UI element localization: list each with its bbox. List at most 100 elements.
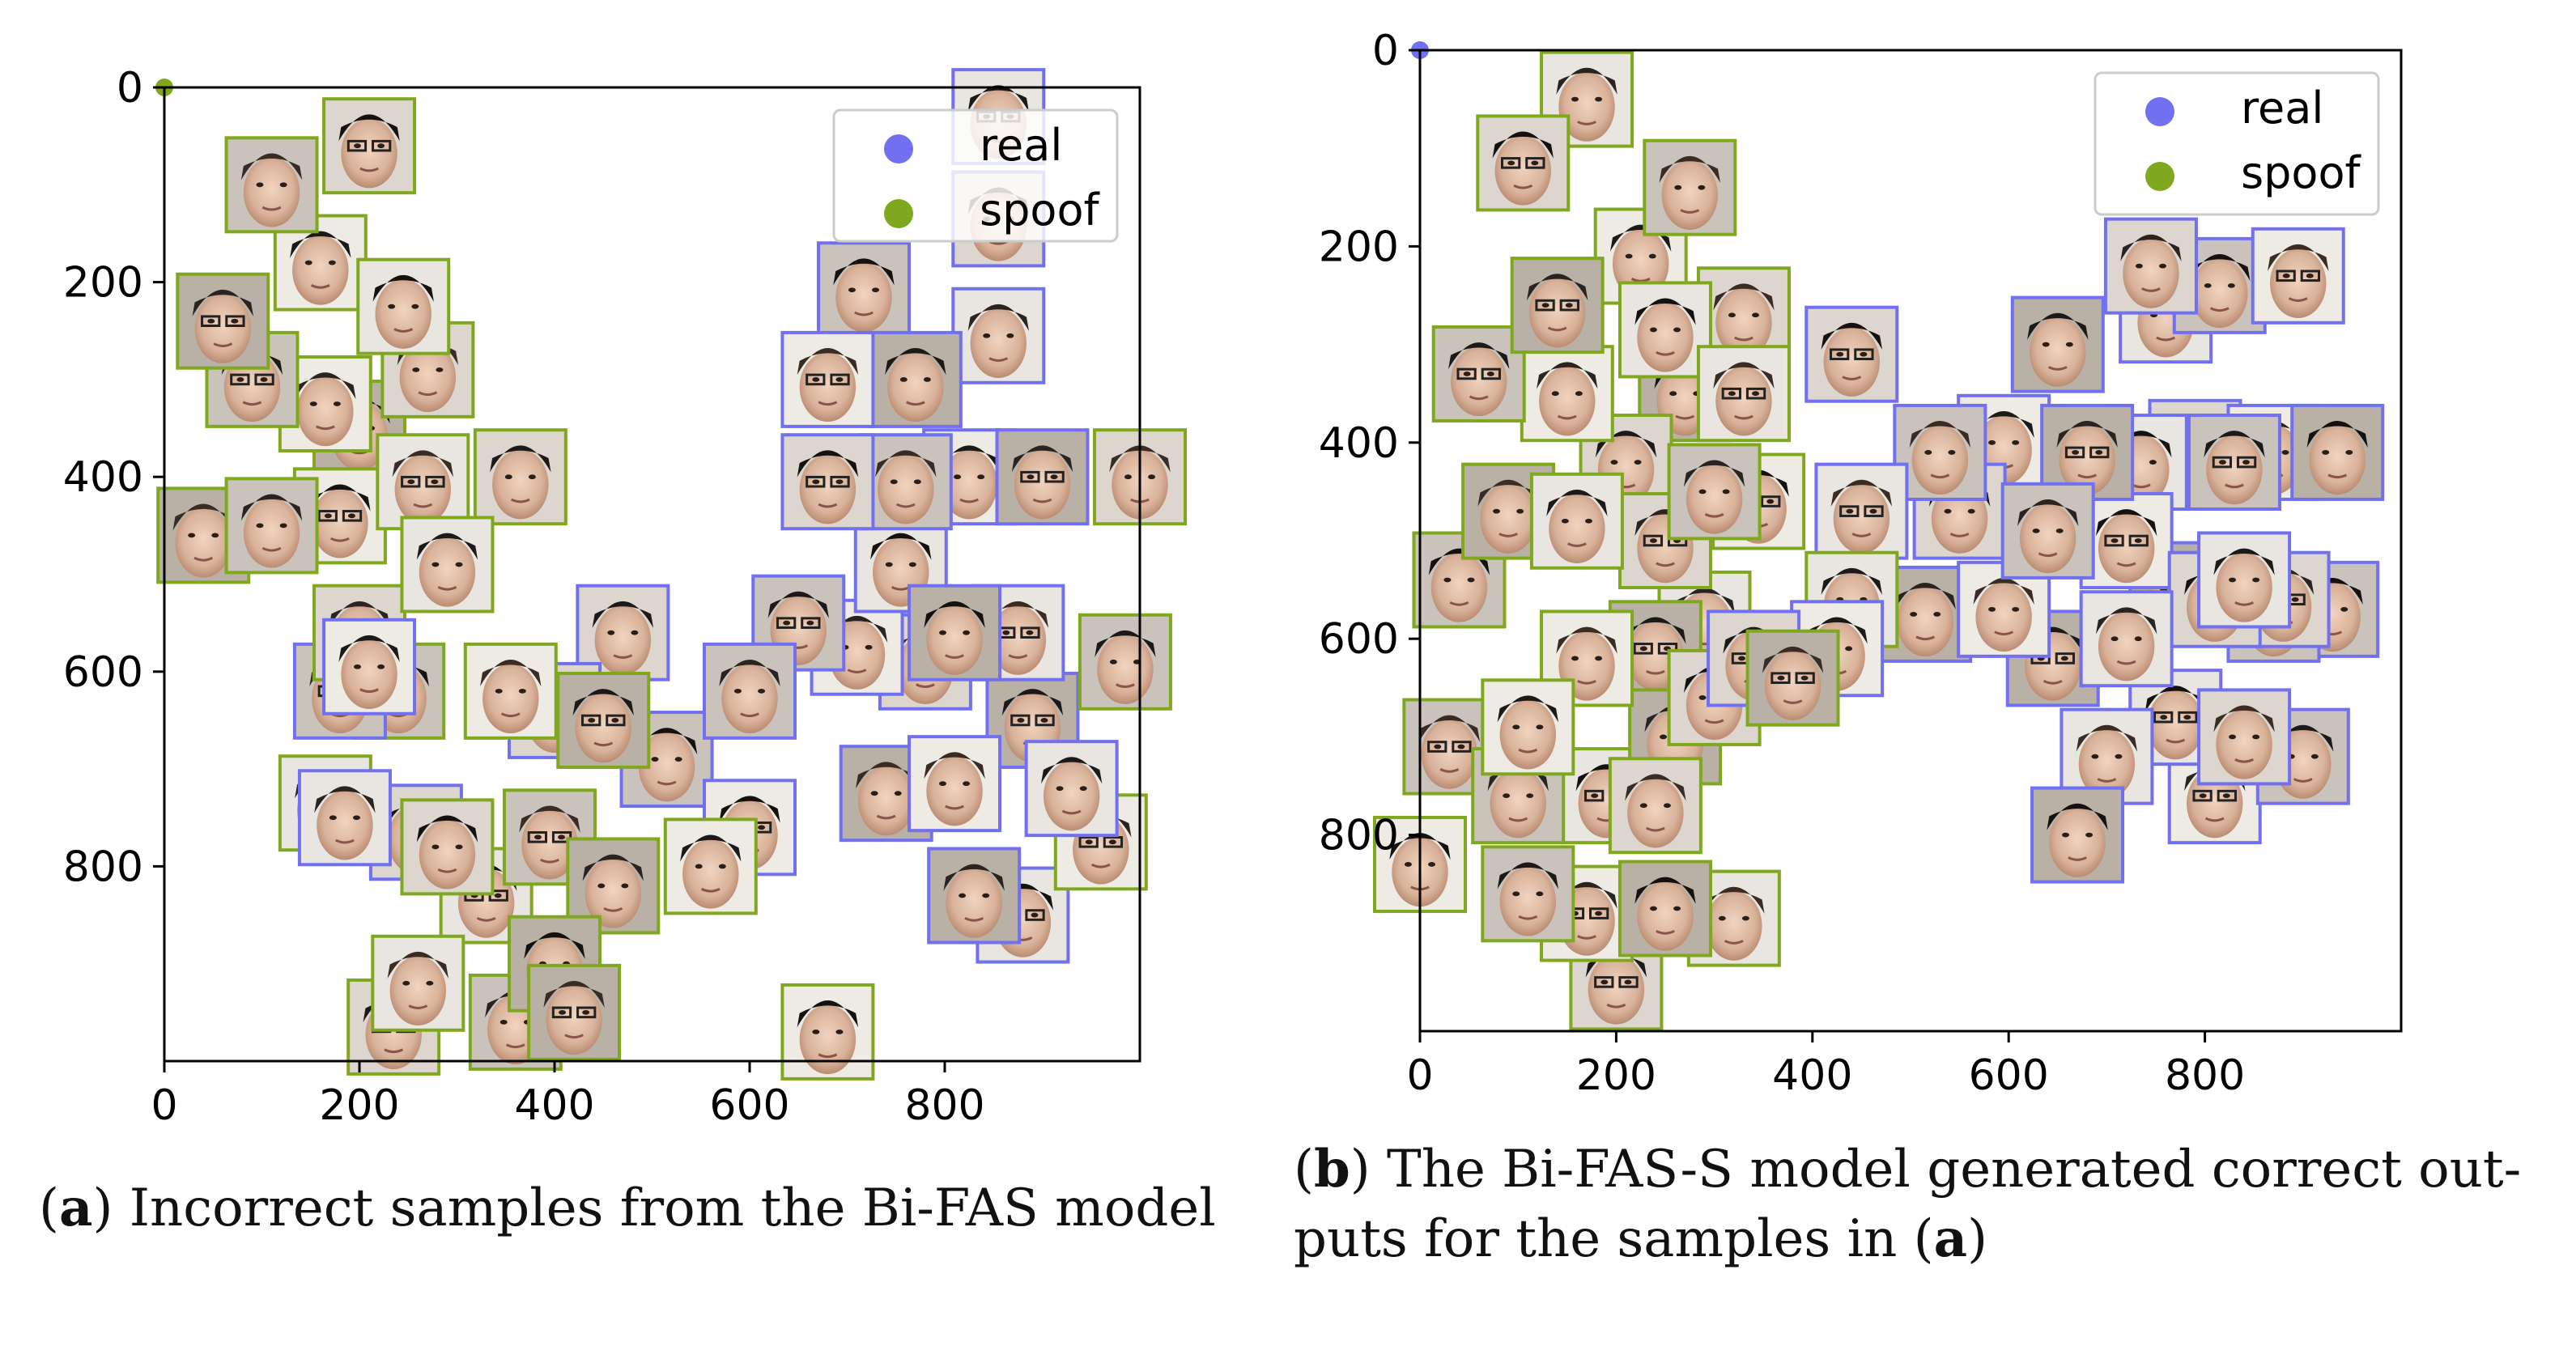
panelB-spoof-point-26 (1608, 757, 1702, 855)
panelA-spoof-point-11 (473, 428, 567, 526)
panelB-spoof-point-0 (1540, 50, 1634, 148)
panelA-spoof-point-15 (400, 516, 495, 614)
panelA-spoof-point-6 (380, 321, 475, 418)
panelA-xtick-label-0: 0 (151, 1081, 177, 1130)
panelA-spoof-point-30 (371, 934, 465, 1032)
panelA-real-point-14 (908, 584, 1002, 681)
panelB-spoof-point-5 (1618, 281, 1712, 379)
caption-b-line2: puts for the samples in ( (1294, 1209, 1934, 1269)
panelA-legend-label-real: real (980, 120, 1062, 171)
panelB-real-point-34 (2030, 786, 2125, 884)
panelA-spoof-point-23 (663, 817, 758, 915)
panelA-xtick-label-4: 800 (904, 1081, 984, 1130)
panelA-spoof-point-8 (278, 355, 372, 452)
panelA-spoof-point-12 (224, 477, 319, 575)
caption-b-label: b (1313, 1139, 1350, 1200)
panelA-legend-label-spoof: spoof (980, 185, 1100, 236)
panelB-spoof-point-2 (1643, 138, 1737, 236)
panelA-spoof-point-21 (400, 798, 495, 896)
panelB-spoof-point-7 (1431, 325, 1526, 422)
panelB-real-point-6 (1804, 305, 1899, 403)
panelA-spoof-point-10 (376, 433, 470, 531)
panelB-spoof-point-10 (1696, 345, 1791, 443)
panel-b-chart: 0 200 400 600 800 0 200 400 600 800 real spoof (1319, 27, 2403, 1100)
panelA-real-point-9 (995, 428, 1090, 526)
panelA-legend-marker-spoof (884, 199, 913, 228)
panelA-ytick-label-3: 600 (63, 648, 143, 697)
panelB-ytick-label-3: 600 (1319, 615, 1399, 664)
panelA-real-point-5 (951, 287, 1046, 384)
panelB-ytick-label-0: 0 (1372, 27, 1399, 75)
panelA-spoof-point-34 (527, 963, 622, 1061)
panelB-ytick-label-4: 800 (1319, 812, 1399, 860)
panelB-real-point-14 (2290, 403, 2385, 501)
panelA-ytick-label-0: 0 (117, 64, 143, 113)
panelB-legend-label-spoof: spoof (2241, 147, 2361, 198)
panelB-real-point-15 (1814, 462, 1909, 560)
panelA-ytick-label-4: 800 (63, 843, 143, 891)
panelB-legend-marker-real (2145, 97, 2174, 126)
caption-b: (b) The Bi-FAS-S model generated correct… (1294, 1139, 2522, 1200)
panelA-real-point-2 (816, 241, 911, 339)
panelA-spoof-point-33 (780, 983, 875, 1081)
panelB-real-point-17 (2000, 482, 2095, 580)
panelB-xtick-label-4: 800 (2165, 1051, 2245, 1100)
panelB-spoof-point-8 (1520, 345, 1614, 443)
panelB-frame (1418, 49, 2403, 1033)
panelA-xtick-label-2: 400 (514, 1081, 594, 1130)
panelB-ytick-label-2: 400 (1319, 419, 1399, 468)
panelB-spoof-point-27 (1481, 845, 1575, 943)
panelB-spoof-point-29 (1618, 860, 1712, 957)
panelA-spoof-point-5 (356, 257, 451, 355)
panelB-ytick-label-1: 200 (1319, 223, 1399, 271)
panelA-real-point-17 (703, 642, 797, 740)
panelA-real-point-6 (780, 433, 875, 531)
panelB-xtick-label-1: 200 (1576, 1051, 1656, 1100)
panelA-frame (163, 86, 1141, 1063)
panelB-real-point-12 (2187, 414, 2281, 512)
panelB-real-point-4 (2010, 295, 2105, 393)
panelA-real-point-23 (908, 735, 1002, 833)
panelB-spoof-point-15 (1529, 472, 1624, 570)
panelB-xtick-label-3: 600 (1969, 1051, 2049, 1100)
panelA-real-point-3 (780, 330, 875, 428)
panelB-spoof-point-4 (1510, 257, 1605, 355)
panelB-legend-marker-spoof (2145, 162, 2174, 191)
panelA-real-point-4 (868, 330, 963, 428)
caption-b-close: ) (1967, 1209, 1988, 1269)
caption-a-label: a (58, 1178, 93, 1238)
panelA-real-point-25 (297, 769, 392, 867)
panelA-spoof-point-2 (224, 136, 319, 234)
caption-b-line1: The Bi-FAS-S model generated correct out… (1387, 1140, 2522, 1200)
panelB-spoof-point-6 (1696, 266, 1791, 364)
panelB-spoof-point-23 (1481, 678, 1575, 776)
panelB-xtick-label-0: 0 (1406, 1051, 1433, 1100)
panelB-real-point-7 (1893, 403, 1987, 501)
caption-a: (a) Incorrect samples from the Bi-FAS mo… (39, 1178, 1216, 1238)
panelB-spoof-point-1 (1476, 114, 1571, 212)
panelA-legend-marker-real (884, 134, 913, 163)
panelA-real-point-7 (858, 433, 953, 531)
panelB-real-point-20 (2197, 531, 2292, 629)
panelB-spoof-point-12 (1667, 443, 1762, 541)
panelB-xtick-label-2: 400 (1772, 1051, 1852, 1100)
panelA-spoof-point-27 (1078, 613, 1172, 711)
panelA-xtick-label-3: 600 (709, 1081, 789, 1130)
panelB-real-point-3 (2251, 227, 2345, 325)
caption-b-ref: a (1933, 1208, 1968, 1269)
panelA-ytick-label-1: 200 (63, 259, 143, 308)
panelB-spoof-point-34 (1745, 629, 1840, 727)
panelA-spoof-point-4 (176, 272, 270, 370)
panelB-real-point-25 (2079, 590, 2174, 688)
panelA-spoof-point-1 (322, 97, 417, 195)
panelB-real-point-31 (2197, 688, 2292, 786)
panelA-spoof-point-19 (556, 671, 651, 769)
panelA-real-point-29 (927, 847, 1022, 945)
panelB-legend-label-real: real (2241, 83, 2323, 134)
panel-a-chart: 0 200 400 600 800 0 200 400 600 800 real spoof (63, 64, 1187, 1130)
panelA-spoof-point-3 (273, 214, 368, 312)
panelA-ytick-label-2: 400 (63, 453, 143, 502)
panelA-spoof-point-18 (463, 642, 558, 740)
